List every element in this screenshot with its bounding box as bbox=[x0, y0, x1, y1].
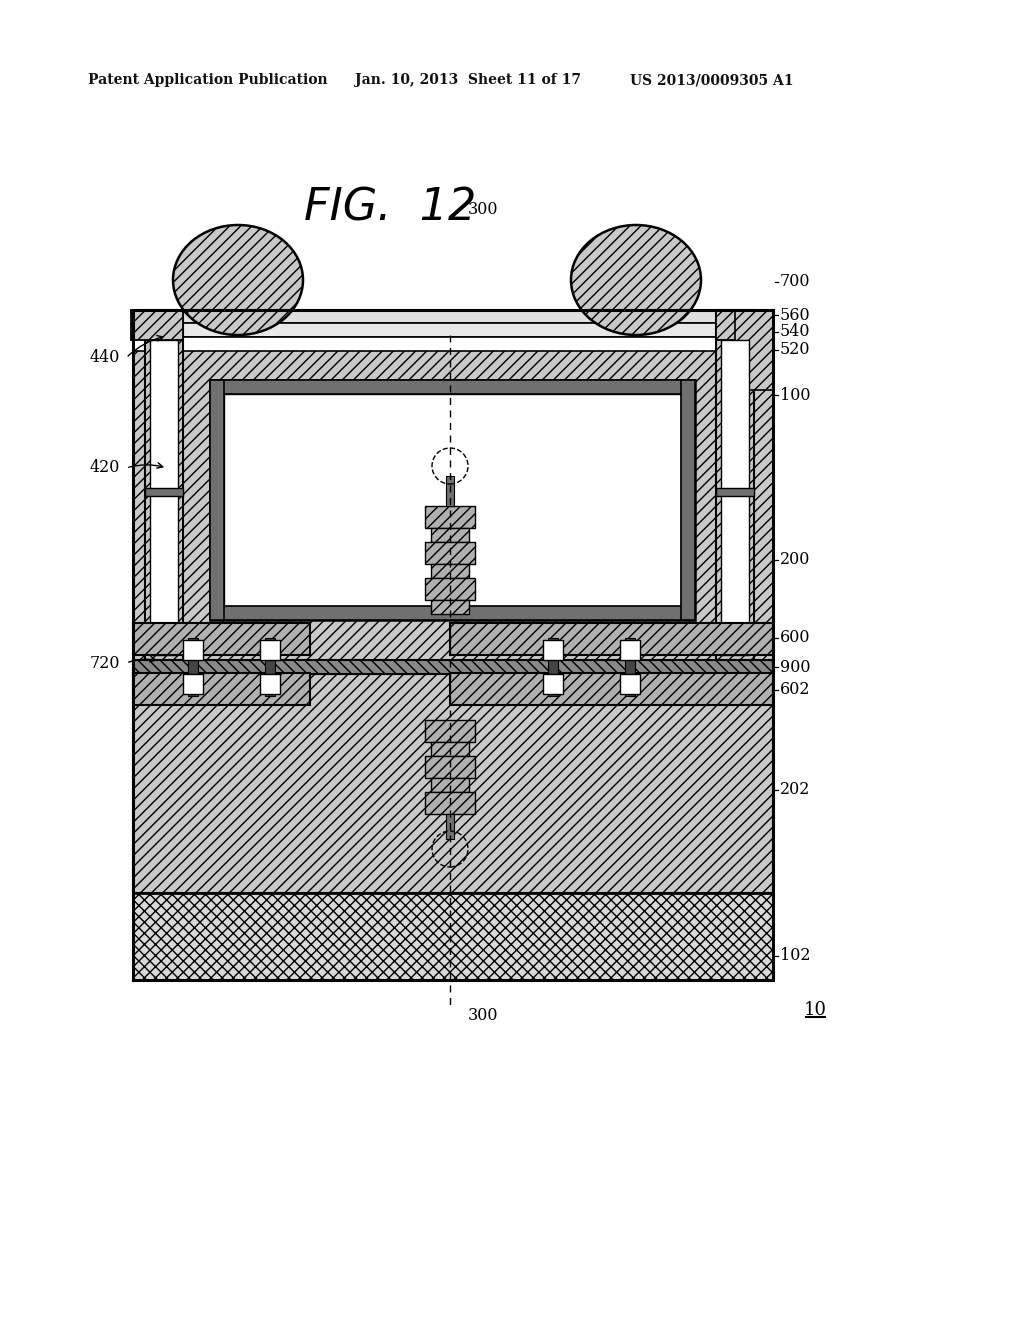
Ellipse shape bbox=[571, 224, 701, 335]
Bar bbox=[183, 640, 203, 660]
Bar bbox=[425, 719, 475, 742]
Bar bbox=[446, 814, 454, 840]
Bar bbox=[150, 341, 178, 655]
Text: 102: 102 bbox=[780, 948, 811, 965]
Bar bbox=[210, 380, 224, 620]
Bar bbox=[431, 564, 469, 578]
Text: 700: 700 bbox=[780, 273, 811, 290]
Bar bbox=[716, 310, 754, 660]
Bar bbox=[210, 380, 695, 393]
Bar bbox=[425, 756, 475, 777]
Bar bbox=[133, 310, 773, 323]
Bar bbox=[620, 675, 640, 694]
Bar bbox=[431, 528, 469, 543]
Bar bbox=[425, 543, 475, 564]
Text: 540: 540 bbox=[780, 323, 811, 341]
Bar bbox=[735, 310, 773, 389]
Text: 200: 200 bbox=[780, 552, 810, 569]
Bar bbox=[133, 675, 773, 894]
Bar bbox=[543, 675, 563, 694]
Bar bbox=[425, 506, 475, 528]
Bar bbox=[543, 640, 563, 660]
Bar bbox=[133, 673, 310, 705]
Bar bbox=[265, 638, 275, 696]
Text: 202: 202 bbox=[780, 781, 810, 799]
Text: FIG.  12: FIG. 12 bbox=[304, 186, 476, 230]
Bar bbox=[133, 894, 773, 979]
Text: 100: 100 bbox=[780, 387, 811, 404]
Bar bbox=[548, 638, 558, 696]
Bar bbox=[133, 310, 773, 979]
Bar bbox=[133, 623, 310, 655]
Ellipse shape bbox=[173, 224, 303, 335]
Bar bbox=[133, 337, 773, 351]
Bar bbox=[681, 380, 695, 620]
Text: 300: 300 bbox=[468, 202, 499, 219]
Text: 600: 600 bbox=[780, 630, 811, 647]
Bar bbox=[431, 742, 469, 756]
Text: 10: 10 bbox=[804, 1001, 826, 1019]
Bar bbox=[210, 380, 695, 620]
Bar bbox=[716, 310, 768, 341]
Bar bbox=[145, 310, 183, 660]
Bar bbox=[431, 601, 469, 614]
Bar bbox=[431, 777, 469, 792]
Text: 520: 520 bbox=[780, 342, 811, 359]
Bar bbox=[260, 640, 280, 660]
Text: 420: 420 bbox=[90, 459, 120, 477]
Bar bbox=[145, 488, 183, 496]
Text: Jan. 10, 2013  Sheet 11 of 17: Jan. 10, 2013 Sheet 11 of 17 bbox=[355, 73, 581, 87]
Bar bbox=[133, 323, 773, 337]
Bar bbox=[425, 792, 475, 814]
Bar bbox=[450, 623, 773, 655]
Bar bbox=[188, 638, 198, 696]
Bar bbox=[224, 393, 681, 606]
Bar bbox=[183, 675, 203, 694]
Bar bbox=[450, 673, 773, 705]
Bar bbox=[131, 310, 183, 341]
Bar bbox=[446, 477, 454, 506]
Text: 300: 300 bbox=[468, 1006, 499, 1023]
Bar bbox=[721, 341, 749, 655]
Text: Patent Application Publication: Patent Application Publication bbox=[88, 73, 328, 87]
Bar bbox=[425, 578, 475, 601]
Bar bbox=[620, 640, 640, 660]
Bar bbox=[133, 310, 773, 660]
Text: US 2013/0009305 A1: US 2013/0009305 A1 bbox=[630, 73, 794, 87]
Text: 900: 900 bbox=[780, 659, 811, 676]
Bar bbox=[210, 606, 695, 620]
Text: 440: 440 bbox=[90, 350, 120, 367]
Bar bbox=[260, 675, 280, 694]
Bar bbox=[625, 638, 635, 696]
Text: 602: 602 bbox=[780, 681, 811, 698]
Bar bbox=[133, 660, 773, 675]
Bar bbox=[716, 488, 754, 496]
Text: 560: 560 bbox=[780, 306, 811, 323]
Text: 720: 720 bbox=[89, 655, 120, 672]
